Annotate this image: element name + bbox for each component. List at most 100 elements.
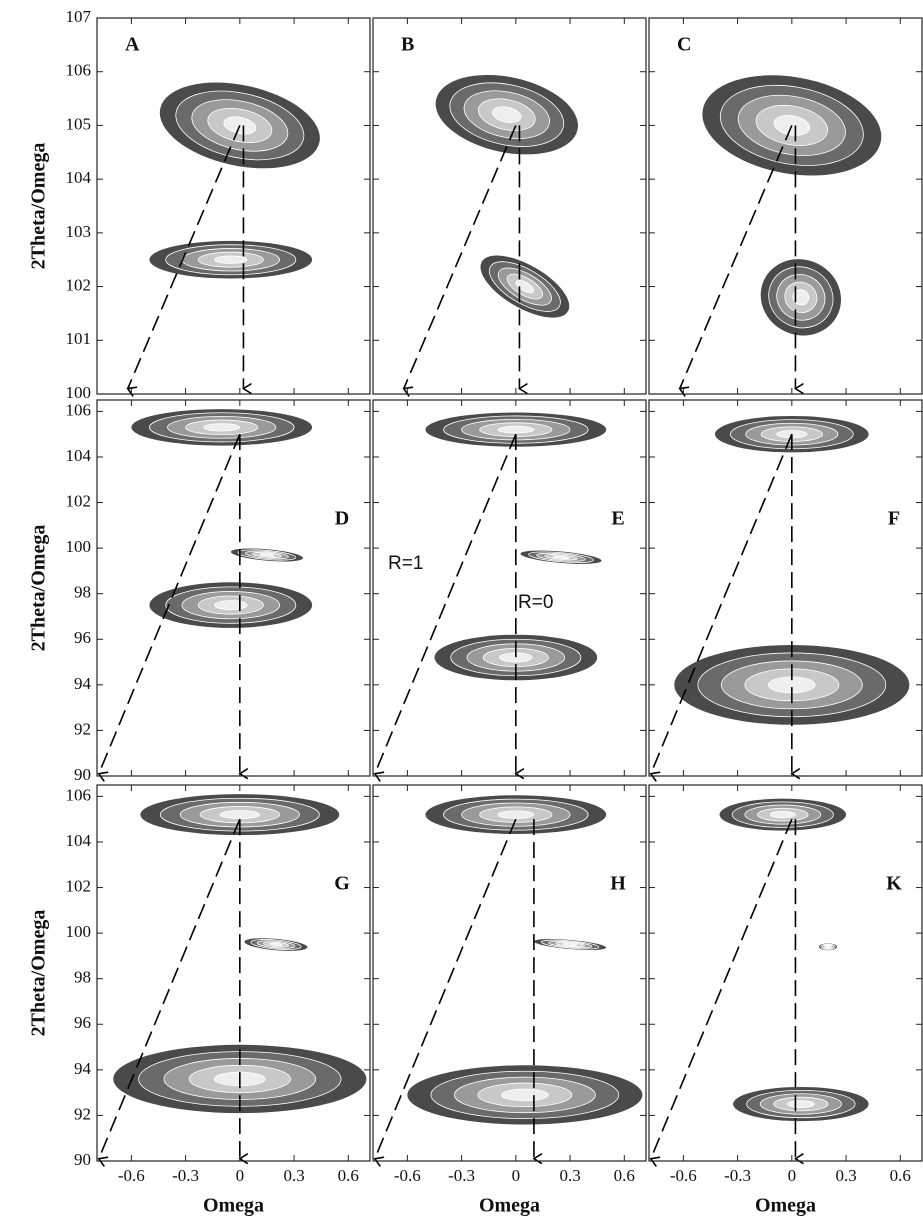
panel: C [649, 18, 922, 394]
x-tick-label: -0.6 [394, 1166, 421, 1185]
peak [149, 582, 312, 628]
y-axis-title: 2Theta/Omega [28, 143, 50, 270]
y-tick-label: 102 [66, 876, 92, 895]
plot-area [425, 413, 606, 681]
panel-label: A [125, 34, 140, 56]
y-tick-label: 103 [66, 222, 92, 241]
plot-area [131, 409, 312, 628]
x-tick-label: 0 [236, 1166, 245, 1185]
y-tick-label: 94 [74, 674, 92, 693]
peak [819, 943, 837, 950]
plot-area [720, 799, 869, 1121]
y-tick-label: 92 [74, 719, 91, 738]
peak-ring [498, 811, 534, 819]
y-axis-title: 2Theta/Omega [28, 910, 50, 1037]
plot-area [149, 69, 327, 278]
y-tick-label: 100 [66, 383, 92, 402]
y-tick-label: 92 [74, 1104, 91, 1123]
panel-label: G [334, 873, 350, 895]
peak [520, 548, 602, 566]
plot-area [428, 63, 585, 330]
panel-frame [373, 18, 646, 394]
x-tick-label: 0.6 [338, 1166, 359, 1185]
peak-ring [787, 1101, 814, 1108]
panel-label: B [401, 34, 414, 56]
y-tick-label: 107 [66, 7, 92, 26]
plot-area [694, 62, 889, 348]
panel: 90 92 94 96 98 100 102 104 106 -0.6 -0.3 0 0.3 0.6 2Th… [28, 785, 370, 1217]
y-tick-label: 100 [66, 922, 92, 941]
x-tick-label: -0.3 [448, 1166, 475, 1185]
panel-frame [373, 400, 646, 776]
panel-label: K [886, 873, 902, 895]
y-tick-label: 94 [74, 1059, 92, 1078]
plot-area [113, 794, 366, 1113]
x-axis-title: Omega [755, 1195, 816, 1217]
y-tick-label: 104 [66, 446, 92, 465]
peak [471, 243, 579, 330]
peak [407, 1065, 642, 1124]
x-tick-label: 0.3 [559, 1166, 580, 1185]
panel-label: F [888, 508, 900, 530]
y-tick-label: 102 [66, 275, 92, 294]
peak [428, 63, 585, 167]
ratio-line [375, 434, 516, 774]
x-tick-label: 0 [788, 1166, 797, 1185]
peak [131, 409, 312, 445]
y-tick-label: 104 [66, 831, 92, 850]
peak-ring [204, 424, 240, 431]
peak-ring [498, 426, 534, 433]
figure: 100 101 102 103 104 105 106 107 2Theta/Omega A B C 9… [0, 0, 923, 1226]
y-tick-label: 104 [66, 168, 92, 187]
peak-ring [826, 946, 830, 947]
y-tick-label: 98 [74, 968, 91, 987]
panel-label: E [611, 508, 624, 530]
panel-frame [649, 18, 922, 394]
panel: 100 101 102 103 104 105 106 107 2Theta/Omega A [28, 7, 370, 402]
panel: E R=1 R=0 [373, 400, 646, 776]
peak [149, 241, 312, 279]
plot-area [407, 795, 642, 1124]
y-tick-label: 98 [74, 583, 91, 602]
y-tick-label: 96 [74, 628, 91, 647]
panel-label: D [335, 508, 349, 530]
panel-frame [97, 18, 370, 394]
x-tick-label: 0.3 [283, 1166, 304, 1185]
panel: F [649, 400, 922, 776]
annotation: R=0 [518, 592, 553, 613]
peak-ring [770, 811, 795, 817]
x-tick-label: 0.3 [835, 1166, 856, 1185]
peak [534, 937, 607, 952]
peak [720, 799, 847, 831]
y-tick-label: 102 [66, 491, 92, 510]
y-tick-label: 106 [66, 400, 92, 419]
x-tick-label: 0 [512, 1166, 521, 1185]
panel: B [373, 18, 646, 394]
peak [694, 62, 889, 189]
y-tick-label: 105 [66, 114, 92, 133]
peak [244, 936, 308, 953]
x-tick-label: 0.6 [614, 1166, 635, 1185]
y-tick-label: 106 [66, 785, 92, 804]
y-tick-label: 90 [74, 765, 91, 784]
y-tick-label: 106 [66, 61, 92, 80]
peak [748, 246, 854, 349]
panel-label: H [610, 873, 626, 895]
y-tick-label: 100 [66, 537, 92, 556]
x-tick-label: -0.3 [172, 1166, 199, 1185]
annotation: R=1 [388, 553, 423, 574]
peak-ring [215, 601, 248, 610]
y-axis-title: 2Theta/Omega [28, 525, 50, 652]
y-tick-label: 90 [74, 1150, 91, 1169]
y-tick-label: 96 [74, 1013, 91, 1032]
y-tick-label: 101 [66, 329, 92, 348]
peak [733, 1087, 869, 1121]
x-axis-title: Omega [479, 1195, 540, 1217]
panel: -0.6 -0.3 0 0.3 0.6 Omega H [373, 785, 646, 1217]
x-tick-label: -0.6 [670, 1166, 697, 1185]
x-tick-label: -0.3 [724, 1166, 751, 1185]
peak [425, 795, 606, 834]
x-axis-title: Omega [203, 1195, 264, 1217]
x-tick-label: -0.6 [118, 1166, 145, 1185]
